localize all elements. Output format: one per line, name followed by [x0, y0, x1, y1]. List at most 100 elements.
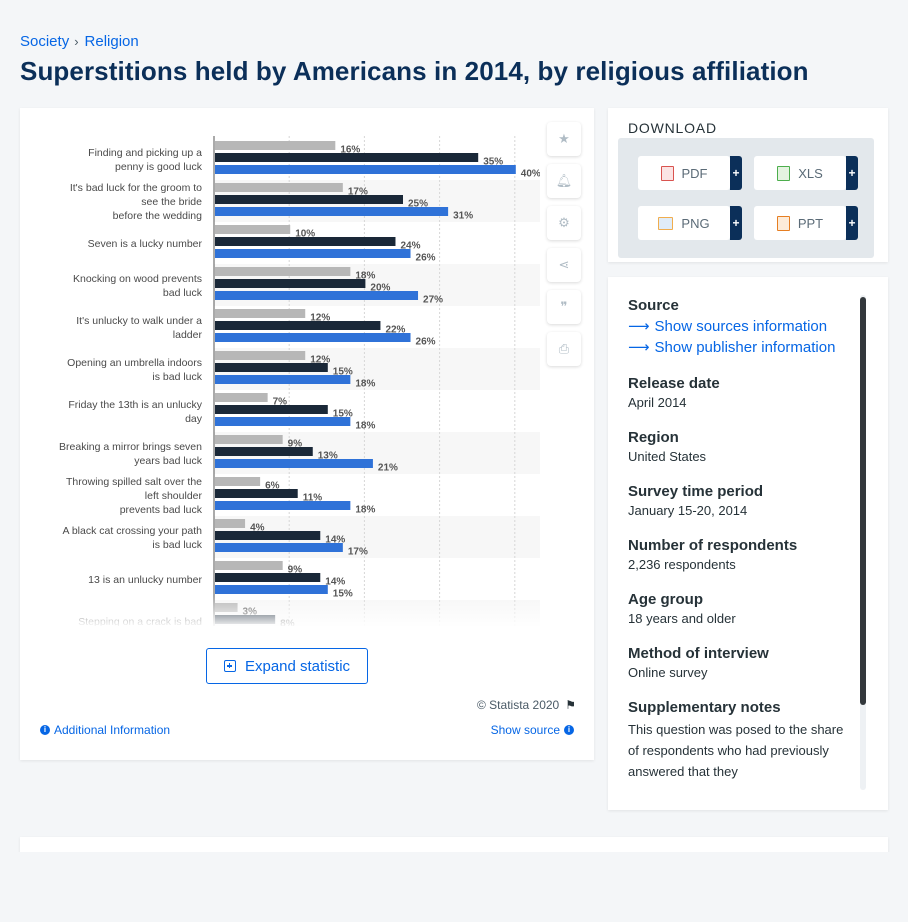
- release-date-label: Release date: [628, 375, 720, 392]
- download-pdf-button[interactable]: PDF: [638, 156, 730, 190]
- bell-icon[interactable]: 🔔︎: [547, 164, 581, 198]
- bar: [215, 585, 328, 594]
- flag-icon[interactable]: ⚑: [565, 698, 576, 712]
- chart-fade-overlay: [40, 596, 540, 628]
- survey-period-value: January 15-20, 2014: [628, 503, 748, 518]
- bar: [215, 477, 261, 486]
- info-scrollbar-thumb[interactable]: [860, 297, 866, 705]
- copyright-text: © Statista 2020: [477, 698, 560, 712]
- pdf-file-icon: [660, 165, 674, 181]
- info-scroll-area: Source ⟶ Show sources information ⟶ Show…: [628, 297, 856, 795]
- arrow-right-icon: ⟶: [628, 318, 650, 335]
- download-png-button[interactable]: PNG: [638, 206, 730, 240]
- data-label: 4%: [250, 523, 265, 534]
- category-label: penny is good luck: [115, 161, 203, 173]
- additional-info-label: Additional Information: [54, 723, 171, 737]
- data-label: 24%: [400, 241, 420, 252]
- print-icon[interactable]: ⎙: [547, 332, 581, 366]
- category-label: is bad luck: [152, 371, 202, 383]
- data-label: 27%: [423, 295, 443, 306]
- xls-file-icon: [777, 165, 791, 181]
- data-label: 9%: [288, 439, 303, 450]
- bar: [215, 249, 411, 258]
- bar: [215, 519, 246, 528]
- page-title: Superstitions held by Americans in 2014,…: [20, 56, 809, 86]
- bar: [215, 225, 291, 234]
- data-label: 21%: [378, 463, 398, 474]
- bar: [215, 543, 343, 552]
- bar: [215, 573, 321, 582]
- method-value: Online survey: [628, 665, 708, 680]
- bar: [215, 417, 351, 426]
- region-value: United States: [628, 449, 707, 464]
- category-label: Opening an umbrella indoors: [67, 357, 202, 369]
- source-heading: Source: [628, 297, 679, 314]
- age-group-label: Age group: [628, 591, 703, 608]
- ppt-plus-badge[interactable]: +: [846, 206, 858, 240]
- info-scrollbar[interactable]: [860, 295, 866, 790]
- png-plus-badge[interactable]: +: [730, 206, 742, 240]
- star-icon[interactable]: ★: [547, 122, 581, 156]
- survey-period-label: Survey time period: [628, 483, 764, 500]
- bar: [215, 165, 516, 174]
- bar: [215, 531, 321, 540]
- category-label: before the wedding: [113, 210, 202, 222]
- data-label: 14%: [325, 535, 345, 546]
- category-label: day: [185, 413, 203, 425]
- category-label: see the bride: [141, 196, 202, 208]
- show-source-link[interactable]: Show source i: [491, 723, 574, 737]
- show-publisher-link[interactable]: ⟶ Show publisher information: [628, 338, 856, 357]
- data-label: 18%: [355, 271, 375, 282]
- category-label: Throwing spilled salt over the: [66, 476, 202, 488]
- category-label: Finding and picking up a: [88, 147, 202, 159]
- xls-plus-badge[interactable]: +: [846, 156, 858, 190]
- breadcrumb-religion[interactable]: Religion: [84, 33, 139, 50]
- category-label: is bad luck: [152, 539, 202, 551]
- breadcrumb-society[interactable]: Society: [20, 33, 70, 50]
- category-label: Seven is a lucky number: [88, 238, 203, 250]
- copyright: © Statista 2020 ⚑: [477, 698, 576, 712]
- bar: [215, 459, 373, 468]
- bar: [215, 279, 366, 288]
- data-label: 35%: [483, 157, 503, 168]
- data-label: 17%: [348, 547, 368, 558]
- page-header: Society › Religion Superstitions held by…: [0, 0, 908, 108]
- bar: [215, 237, 396, 246]
- download-title: DOWNLOAD: [628, 120, 717, 136]
- bar: [215, 291, 419, 300]
- respondents-value: 2,236 respondents: [628, 557, 736, 572]
- additional-info-link[interactable]: i Additional Information: [40, 723, 170, 737]
- expand-statistic-button[interactable]: Expand statistic: [206, 648, 368, 684]
- gear-icon[interactable]: ⚙: [547, 206, 581, 240]
- download-xls-button[interactable]: XLS: [754, 156, 846, 190]
- bar: [215, 195, 403, 204]
- show-sources-label: Show sources information: [654, 317, 828, 335]
- bar: [215, 153, 479, 162]
- quote-icon[interactable]: ❞: [547, 290, 581, 324]
- category-label: years bad luck: [134, 455, 202, 467]
- show-publisher-label: Show publisher information: [654, 338, 836, 356]
- data-label: 14%: [325, 577, 345, 588]
- chart-card: Finding and picking up a penny is good lu…: [20, 108, 594, 760]
- share-icon[interactable]: ⋖: [547, 248, 581, 282]
- pdf-plus-badge[interactable]: +: [730, 156, 742, 190]
- data-label: 26%: [416, 253, 436, 264]
- download-ppt-button[interactable]: PPT: [754, 206, 846, 240]
- category-label: It's bad luck for the groom to: [70, 182, 202, 194]
- data-label: 18%: [355, 421, 375, 432]
- region-label: Region: [628, 429, 679, 446]
- bar: [215, 447, 313, 456]
- data-label: 12%: [310, 355, 330, 366]
- chart-toolbar: ★ 🔔︎ ⚙ ⋖ ❞ ⎙: [547, 122, 581, 374]
- png-label: PNG: [681, 215, 710, 231]
- data-label: 12%: [310, 313, 330, 324]
- chevron-right-icon: ›: [74, 34, 79, 49]
- data-label: 6%: [265, 481, 280, 492]
- bar: [215, 405, 328, 414]
- data-label: 15%: [333, 589, 353, 600]
- bar: [215, 375, 351, 384]
- page-bottom: [0, 852, 908, 922]
- category-label: prevents bad luck: [120, 504, 203, 516]
- show-sources-link[interactable]: ⟶ Show sources information: [628, 317, 856, 336]
- bar: [215, 489, 298, 498]
